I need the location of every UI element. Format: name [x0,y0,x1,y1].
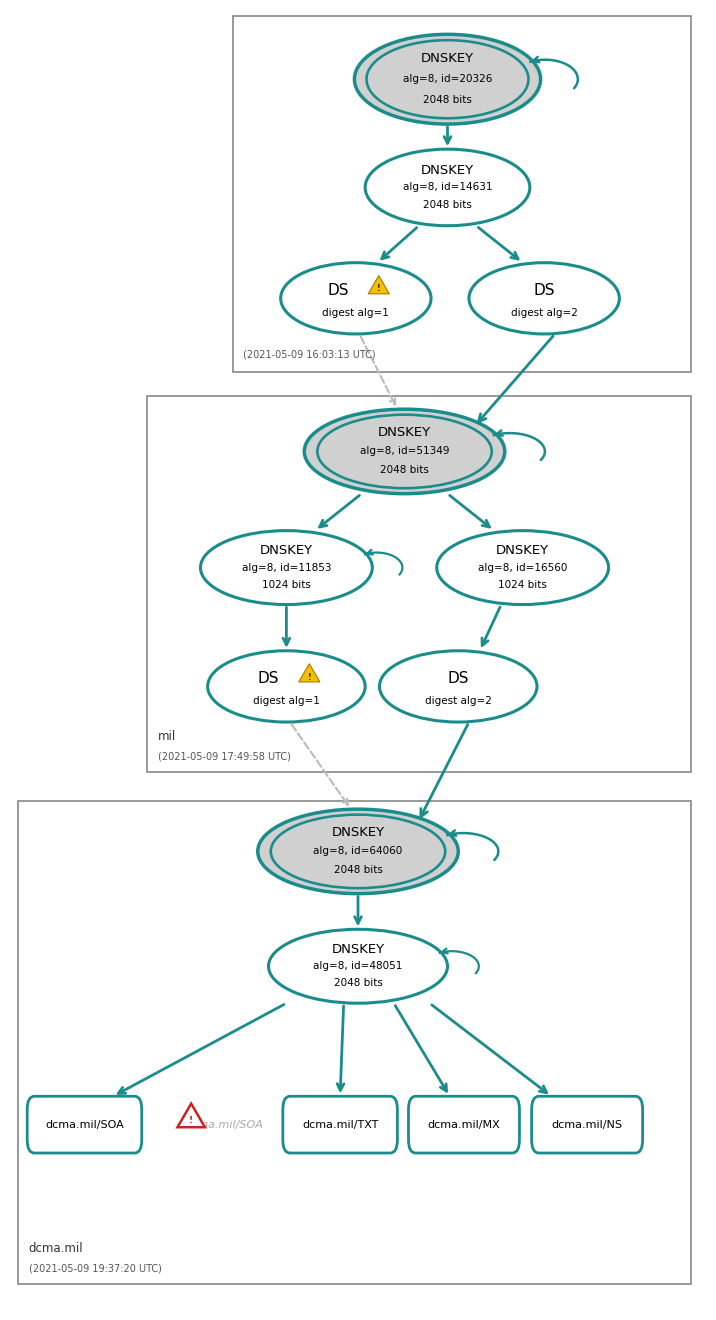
Text: (2021-05-09 17:49:58 UTC): (2021-05-09 17:49:58 UTC) [158,751,291,762]
Text: DS: DS [533,282,555,298]
Text: DNSKEY: DNSKEY [260,544,313,557]
Text: DS: DS [448,671,469,686]
Text: alg=8, id=11853: alg=8, id=11853 [242,562,332,573]
Text: DS: DS [327,282,349,298]
Text: alg=8, id=16560: alg=8, id=16560 [478,562,567,573]
Ellipse shape [268,929,448,1003]
Text: DNSKEY: DNSKEY [496,544,549,557]
Ellipse shape [208,651,365,722]
Text: !: ! [377,285,381,293]
Text: dcma.mil/SOA: dcma.mil/SOA [185,1119,263,1130]
Text: (2021-05-09 19:37:20 UTC): (2021-05-09 19:37:20 UTC) [29,1263,162,1274]
Ellipse shape [304,409,505,494]
Ellipse shape [258,809,458,894]
FancyBboxPatch shape [408,1096,520,1154]
Ellipse shape [271,814,445,888]
Ellipse shape [281,263,431,334]
Text: digest alg=1: digest alg=1 [322,308,390,318]
Text: DNSKEY: DNSKEY [332,826,384,840]
Text: 1024 bits: 1024 bits [498,579,547,590]
Ellipse shape [379,651,537,722]
Text: 1024 bits: 1024 bits [262,579,311,590]
Text: dcma.mil: dcma.mil [29,1242,83,1255]
Text: !: ! [189,1117,193,1126]
Text: !: ! [307,673,311,681]
Text: (2021-05-09 16:03:13 UTC): (2021-05-09 16:03:13 UTC) [243,348,376,359]
Text: 2048 bits: 2048 bits [380,465,429,475]
FancyBboxPatch shape [18,801,691,1284]
Text: DS: DS [258,671,279,686]
Ellipse shape [200,531,372,605]
Text: dcma.mil/NS: dcma.mil/NS [551,1119,623,1130]
Text: dcma.mil/SOA: dcma.mil/SOA [45,1119,124,1130]
Text: DNSKEY: DNSKEY [421,164,474,177]
Ellipse shape [354,34,541,124]
Text: mil: mil [158,730,175,743]
Text: 2048 bits: 2048 bits [423,95,472,106]
Text: digest alg=2: digest alg=2 [425,696,492,706]
Polygon shape [368,276,390,294]
Ellipse shape [367,40,528,119]
Text: alg=8, id=14631: alg=8, id=14631 [402,182,493,193]
Text: alg=8, id=20326: alg=8, id=20326 [403,74,492,84]
Ellipse shape [437,531,609,605]
Ellipse shape [365,149,530,226]
Text: digest alg=2: digest alg=2 [511,308,578,318]
Polygon shape [299,664,320,682]
FancyBboxPatch shape [531,1096,643,1154]
FancyBboxPatch shape [27,1096,142,1154]
Text: alg=8, id=64060: alg=8, id=64060 [314,846,402,857]
Text: 2048 bits: 2048 bits [334,978,382,989]
FancyBboxPatch shape [283,1096,397,1154]
Text: 2048 bits: 2048 bits [334,865,382,875]
Text: DNSKEY: DNSKEY [421,51,474,65]
Ellipse shape [469,263,619,334]
FancyBboxPatch shape [233,16,691,372]
Text: alg=8, id=48051: alg=8, id=48051 [314,961,402,972]
Text: DNSKEY: DNSKEY [378,426,431,440]
Text: DNSKEY: DNSKEY [332,942,384,956]
Polygon shape [178,1104,205,1127]
Ellipse shape [317,414,492,488]
Text: digest alg=1: digest alg=1 [253,696,320,706]
Text: 2048 bits: 2048 bits [423,199,472,210]
Text: dcma.mil/MX: dcma.mil/MX [427,1119,500,1130]
FancyBboxPatch shape [147,396,691,772]
Text: dcma.mil/TXT: dcma.mil/TXT [302,1119,378,1130]
Text: alg=8, id=51349: alg=8, id=51349 [359,446,450,457]
